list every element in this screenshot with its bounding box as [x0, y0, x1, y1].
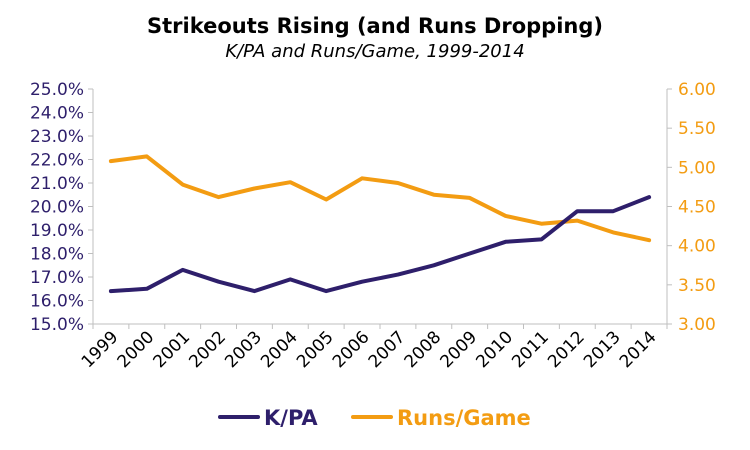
x-tick-label: 2002	[185, 327, 230, 372]
chart-title: Strikeouts Rising (and Runs Dropping)	[147, 14, 603, 38]
left-tick-label: 22.0%	[30, 151, 84, 171]
left-tick-label: 18.0%	[30, 245, 84, 265]
series-line-runs-game	[108, 154, 652, 243]
left-tick-label: 25.0%	[30, 80, 84, 100]
x-tick-label: 2013	[580, 327, 625, 372]
x-tick-label: 2000	[114, 327, 159, 372]
left-tick-label: 16.0%	[30, 292, 84, 312]
left-tick-label: 19.0%	[30, 221, 84, 241]
left-tick-label: 17.0%	[30, 268, 84, 288]
left-tick-label: 20.0%	[30, 198, 84, 218]
axes-layer: 15.0% 16.0% 17.0% 18.0% 19.0% 20.0% 21.0% 22.0%…	[30, 80, 716, 372]
right-tick-label: 4.00	[678, 237, 716, 257]
left-tick-label: 21.0%	[30, 174, 84, 194]
x-tick-label: 2014	[616, 327, 661, 372]
x-tick-label: 2003	[221, 327, 266, 372]
left-tick-label: 15.0%	[30, 315, 84, 335]
x-tick-label: 2007	[365, 327, 410, 372]
series-line-k-pa	[108, 195, 652, 294]
left-tick-label: 23.0%	[30, 127, 84, 147]
x-tick-label: 2006	[329, 327, 374, 372]
x-tick-label: 2001	[149, 327, 194, 372]
legend-label-k-pa: K/PA	[264, 406, 318, 430]
right-tick-label: 5.50	[678, 119, 716, 139]
x-tick-label: 1999	[78, 327, 123, 372]
x-tick-label: 2012	[544, 327, 589, 372]
right-tick-label: 6.00	[678, 80, 716, 100]
right-tick-label: 4.50	[678, 198, 716, 218]
x-tick-label: 2005	[293, 327, 338, 372]
right-tick-label: 3.00	[678, 315, 716, 335]
x-tick-label: 2004	[257, 327, 302, 372]
x-tick-label: 2011	[508, 327, 553, 372]
legend-label-runs-game: Runs/Game	[397, 406, 531, 430]
x-tick-label: 2010	[472, 327, 517, 372]
left-tick-label: 24.0%	[30, 104, 84, 124]
x-tick-label: 2009	[436, 327, 481, 372]
x-tick-label: 2008	[401, 327, 446, 372]
chart-subtitle: K/PA and Runs/Game, 1999-2014	[225, 41, 525, 62]
series-layer	[108, 154, 652, 294]
legend: K/PA Runs/Game	[218, 406, 531, 430]
right-tick-label: 5.00	[678, 158, 716, 178]
right-tick-label: 3.50	[678, 276, 716, 296]
